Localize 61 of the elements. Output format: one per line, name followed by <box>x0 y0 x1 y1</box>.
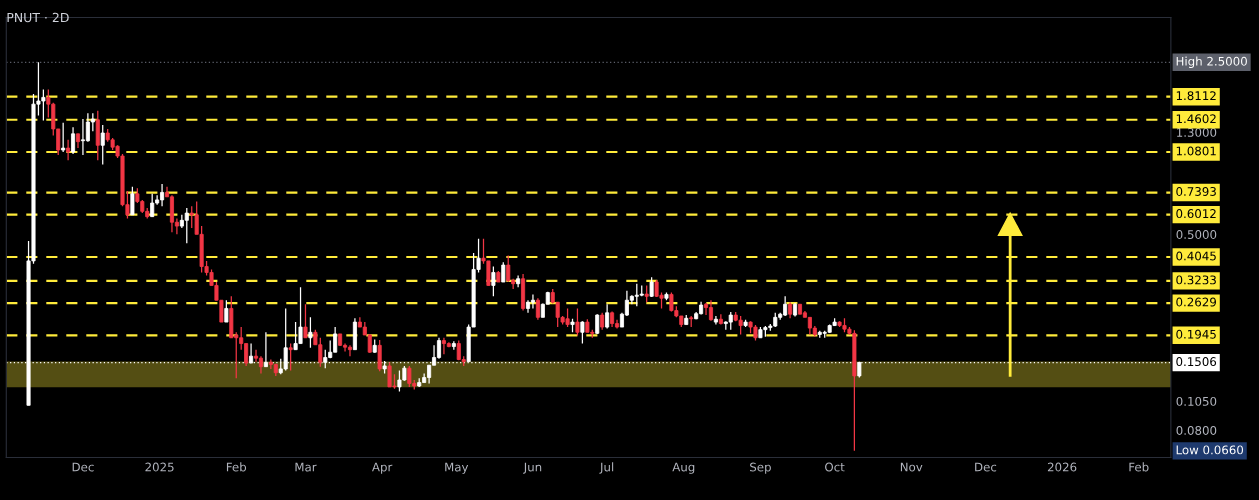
candlestick <box>491 265 496 297</box>
ref-line-label: 0.1506 <box>1176 357 1217 367</box>
candlestick <box>530 293 535 310</box>
x-tick-label: Apr <box>372 462 393 474</box>
candlestick <box>595 313 600 335</box>
x-tick-label: Feb <box>226 462 247 472</box>
x-tick-label: Nov <box>900 462 923 472</box>
ref-line-label: 0.4045 <box>1176 251 1216 261</box>
x-tick-label: Feb <box>1129 462 1149 472</box>
candlestick <box>71 126 76 155</box>
candlestick <box>506 254 511 283</box>
x-tick-label: Mar <box>295 462 317 472</box>
candlestick <box>713 315 718 326</box>
candlestick <box>704 302 709 316</box>
candlestick <box>303 303 308 339</box>
ref-line-label: 0.1945 <box>1176 329 1216 339</box>
ref-line-label: 1.4602 <box>1176 114 1216 124</box>
x-tick-label: Jul <box>599 462 614 474</box>
candlestick <box>150 193 155 218</box>
x-tick-label: May <box>445 462 469 474</box>
candlestick <box>347 344 353 357</box>
candlestick <box>535 297 540 321</box>
candlestick <box>501 261 506 283</box>
candlestick <box>308 316 313 349</box>
candlestick <box>224 299 229 323</box>
candlestick <box>61 122 66 153</box>
y-tick-label: 0.0800 <box>1176 425 1217 435</box>
candlestick <box>580 320 585 345</box>
candlestick <box>377 339 382 372</box>
candlestick <box>575 307 580 337</box>
x-tick-label: Sep <box>750 462 771 474</box>
ref-line-label: 0.3233 <box>1176 275 1216 285</box>
candlestick <box>66 139 71 161</box>
x-tick-label: Dec <box>72 462 94 472</box>
candlestick <box>184 207 189 244</box>
candlestick <box>288 342 293 372</box>
candlestick <box>100 124 105 166</box>
x-tick-label: 2026 <box>1047 462 1077 472</box>
ref-line-label: 1.0801 <box>1176 146 1216 156</box>
y-tick-label: 1.3000 <box>1177 127 1217 137</box>
candlestick <box>249 342 254 364</box>
candlestick <box>708 299 713 322</box>
ref-line-label: 1.8112 <box>1176 91 1216 101</box>
y-tick-label: 0.1050 <box>1176 396 1217 406</box>
x-tick-label: Dec <box>975 462 997 472</box>
chart-title: PNUT · 2D <box>7 12 69 23</box>
x-tick-label: Oct <box>825 462 845 472</box>
text: Low 0.0660 <box>1176 445 1244 455</box>
x-tick-label: Aug <box>672 462 695 474</box>
ref-line-label: 0.2629 <box>1176 297 1217 307</box>
candlestick <box>254 349 259 363</box>
candlestick <box>605 303 610 330</box>
x-tick-label: 2025 <box>145 462 174 472</box>
ref-line-label: 0.7393 <box>1176 187 1216 196</box>
ref-line-label: High 2.5000 <box>1176 56 1247 68</box>
ref-line-label: 0.6012 <box>1176 209 1216 219</box>
candlestick <box>323 349 328 369</box>
candlestick <box>130 186 135 216</box>
candlestick <box>718 313 723 326</box>
y-tick-label: 0.5000 <box>1176 230 1217 239</box>
x-tick-label: Jun <box>523 462 542 474</box>
